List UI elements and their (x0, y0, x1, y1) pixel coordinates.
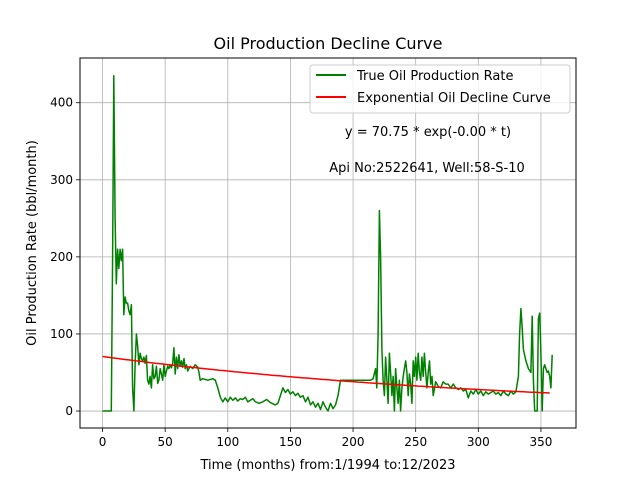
grid-lines (80, 58, 576, 428)
y-tick-label: 100 (50, 327, 73, 341)
legend: True Oil Production Rate Exponential Oil… (309, 64, 571, 114)
x-tick-label: 300 (467, 435, 490, 449)
x-tick-label: 50 (158, 435, 173, 449)
y-tick-label: 0 (65, 404, 73, 418)
x-tick-label: 250 (404, 435, 427, 449)
x-tick-label: 200 (342, 435, 365, 449)
legend-box (309, 64, 571, 114)
chart-title: Oil Production Decline Curve (214, 34, 443, 53)
x-axis-label: Time (months) from:1/1994 to:12/2023 (199, 458, 455, 473)
legend-label-true-oil-production-rate: True Oil Production Rate (356, 69, 513, 84)
series-line-exponential-oil-decline-curve (102, 355, 550, 394)
y-tick-label: 200 (50, 250, 73, 264)
legend-label-exponential-oil-decline-curve: Exponential Oil Decline Curve (357, 91, 551, 106)
plot-series (102, 74, 553, 412)
x-tick-label: 100 (216, 435, 239, 449)
series-line-true-oil-production-rate (102, 74, 553, 412)
axis-ticks: 0 50 100 150 200 250 300 350 0 100 200 300 400 (50, 96, 552, 449)
y-tick-label: 300 (50, 173, 73, 187)
x-tick-label: 150 (279, 435, 302, 449)
fit-equation-annotation: y = 70.75 * exp(-0.00 * t) (345, 125, 511, 140)
y-axis-label: Oil Production Rate (bbl/month) (25, 140, 40, 346)
plot-area-frame (79, 57, 577, 429)
x-tick-label: 350 (529, 435, 552, 449)
x-tick-label: 0 (99, 435, 107, 449)
y-tick-label: 400 (50, 96, 73, 110)
well-info-annotation: Api No:2522641, Well:58-S-10 (329, 161, 525, 176)
